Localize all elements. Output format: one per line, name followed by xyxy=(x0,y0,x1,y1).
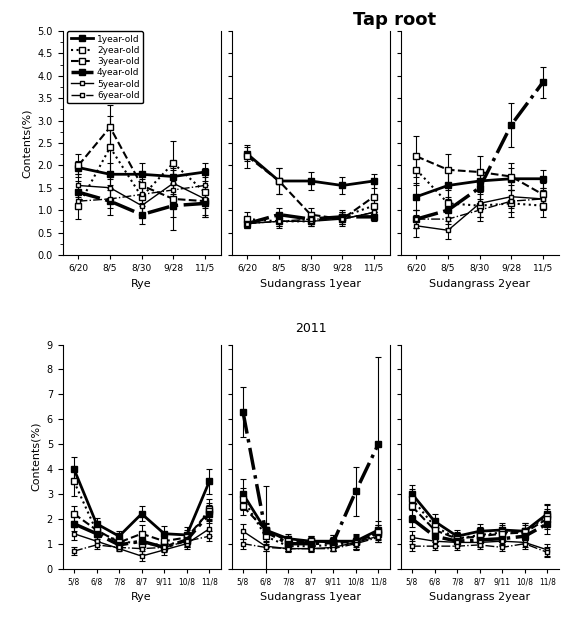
Y-axis label: Contents(%): Contents(%) xyxy=(31,422,41,491)
Y-axis label: Contents(%): Contents(%) xyxy=(22,108,32,177)
X-axis label: Rye: Rye xyxy=(131,279,152,289)
Text: 2011: 2011 xyxy=(295,322,327,335)
Text: Tap root: Tap root xyxy=(353,11,437,29)
X-axis label: Sudangrass 1year: Sudangrass 1year xyxy=(260,592,361,602)
X-axis label: Sudangrass 2year: Sudangrass 2year xyxy=(429,279,530,289)
X-axis label: Rye: Rye xyxy=(131,592,152,602)
Legend: 1year-old, 2year-old, 3year-old, 4year-old, 5year-old, 6year-old: 1year-old, 2year-old, 3year-old, 4year-o… xyxy=(67,31,143,103)
X-axis label: Sudangrass 2year: Sudangrass 2year xyxy=(429,592,530,602)
X-axis label: Sudangrass 1year: Sudangrass 1year xyxy=(260,279,361,289)
